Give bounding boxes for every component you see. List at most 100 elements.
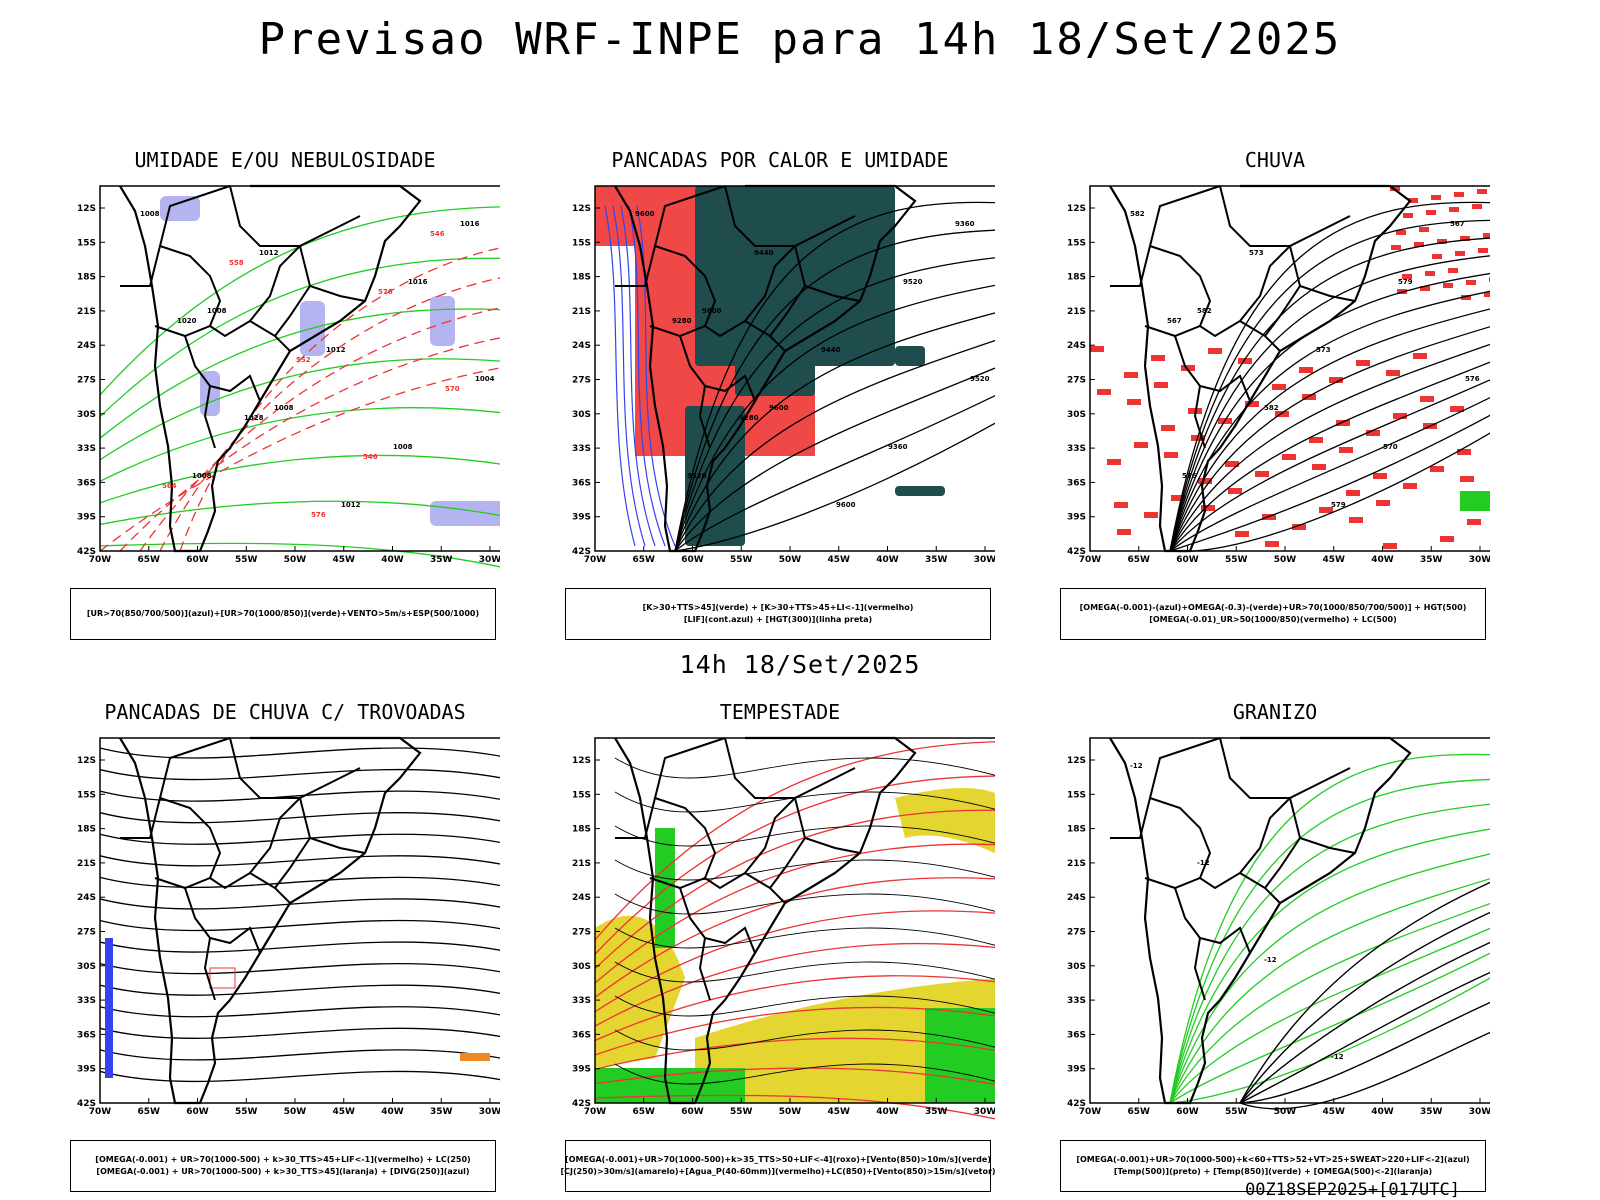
lon-tick-label: 60W xyxy=(681,555,704,565)
contour-line xyxy=(99,1049,500,1061)
contour-label: 552 xyxy=(296,356,311,364)
contour-label: 1008 xyxy=(140,210,160,218)
contour-line xyxy=(1169,778,1490,1104)
country-border xyxy=(1264,285,1301,337)
lon-tick-label: 30W xyxy=(1469,555,1490,565)
country-border xyxy=(654,797,717,879)
coastline xyxy=(614,736,917,1105)
lat-tick-label: 42S xyxy=(572,547,591,557)
contour-line xyxy=(1169,379,1490,552)
rain-shade xyxy=(1107,459,1121,465)
contour-line xyxy=(99,308,500,439)
jet-yellow-shade xyxy=(595,915,685,1068)
rain-shade xyxy=(1443,283,1453,288)
lat-tick-label: 33S xyxy=(77,444,96,454)
map-frame xyxy=(594,185,995,552)
lat-tick-label: 24S xyxy=(1067,893,1086,903)
rain-shade xyxy=(1430,466,1444,472)
lat-tick-label: 21S xyxy=(1067,307,1086,317)
panel-legend: [OMEGA(-0.001)-(azul)+OMEGA(-0.3)-(verde… xyxy=(1060,588,1486,640)
thickness-contour xyxy=(159,277,500,552)
rain-shade xyxy=(1198,478,1212,484)
country-border xyxy=(159,245,222,327)
lat-tick-label: 42S xyxy=(572,1099,591,1109)
lon-tick-label: 65W xyxy=(633,1107,656,1117)
country-border xyxy=(229,185,300,247)
contour-line xyxy=(99,1006,500,1018)
contour-line xyxy=(99,984,500,996)
legend-line-2: [OMEGA(-0.01)_UR>50(1000/850)(vermelho) … xyxy=(1149,615,1397,624)
contour-label: 567 xyxy=(1167,317,1182,325)
legend-line-1: [K>30+TTS>45](verde) + [K>30+TTS>45+LI<-… xyxy=(642,603,914,612)
lat-tick-label: 33S xyxy=(1067,996,1086,1006)
lat-tick-label: 21S xyxy=(572,859,591,869)
rain-shade xyxy=(1292,524,1306,530)
streamline xyxy=(614,1063,995,1085)
contour-label: 570 xyxy=(445,385,460,393)
lon-tick-label: 50W xyxy=(284,1107,307,1117)
contour-label: 1012 xyxy=(341,501,361,509)
rain-shade xyxy=(1181,365,1195,371)
lon-tick-label: 40W xyxy=(876,1107,899,1117)
rain-shade xyxy=(1376,500,1390,506)
rain-shade xyxy=(1478,248,1488,253)
lat-tick-label: 30S xyxy=(77,410,96,420)
lat-tick-label: 33S xyxy=(77,996,96,1006)
contour-label: 1008 xyxy=(393,443,413,451)
contour-line xyxy=(674,229,995,552)
panel-chuva: CHUVA 582 582 582 579 579 576 576 573 573 570 567 5… xyxy=(1060,148,1490,640)
panel-title: TEMPESTADE xyxy=(719,700,841,724)
legend-line-1: [OMEGA(-0.001)+UR>70(1000-500)+k>35_TTS>… xyxy=(565,1155,991,1164)
lat-tick-label: 27S xyxy=(77,928,96,938)
divergence-shade xyxy=(105,938,113,1078)
contour-line xyxy=(1169,201,1490,552)
panel-title: PANCADAS POR CALOR E UMIDADE xyxy=(611,148,949,172)
lon-tick-label: 45W xyxy=(1323,555,1346,565)
contour-line xyxy=(99,542,500,568)
panel-title: CHUVA xyxy=(1244,148,1306,172)
lat-tick-label: 18S xyxy=(572,273,591,283)
contour-label: 579 xyxy=(1331,501,1346,509)
country-border xyxy=(769,837,806,889)
thickness-contour xyxy=(139,307,500,552)
panel-legend: [OMEGA(-0.001)+UR>70(1000-500)+k>35_TTS>… xyxy=(560,1140,996,1192)
lon-tick-label: 30W xyxy=(1469,1107,1490,1117)
contour-line xyxy=(594,1037,995,1070)
lon-tick-label: 70W xyxy=(584,1107,607,1117)
lon-tick-label: 50W xyxy=(1274,555,1297,565)
thunder-orange-shade xyxy=(460,1053,490,1061)
rain-shade xyxy=(1425,271,1435,276)
lon-tick-label: 50W xyxy=(779,1107,802,1117)
map-frame xyxy=(99,185,500,552)
lif-contour xyxy=(620,205,656,547)
rain-shade xyxy=(1477,189,1487,194)
lat-tick-label: 15S xyxy=(1067,790,1086,800)
lat-tick-label: 12S xyxy=(77,756,96,766)
temp500-line xyxy=(1239,941,1490,1104)
lon-tick-label: 55W xyxy=(1225,1107,1248,1117)
rain-shade xyxy=(1238,358,1252,364)
country-border xyxy=(1219,737,1290,799)
panel-legend: [K>30+TTS>45](verde) + [K>30+TTS>45+LI<-… xyxy=(565,588,991,640)
contour-label: 579 xyxy=(1398,278,1413,286)
lon-tick-label: 65W xyxy=(138,1107,161,1117)
contour-label: 573 xyxy=(1316,346,1331,354)
country-border xyxy=(615,737,726,839)
rain-shade xyxy=(1431,195,1441,200)
thickness-contour xyxy=(119,337,500,552)
legend-line-1: [UR>70(850/700/500)](azul)+[UR>70(1000/8… xyxy=(86,609,480,618)
contour-line xyxy=(1169,361,1490,552)
rain-shade xyxy=(1454,192,1464,197)
lon-tick-label: 65W xyxy=(633,555,656,565)
lat-tick-label: 27S xyxy=(1067,376,1086,386)
legend-line-2: [LIF](cont.azul) + [HGT(300)](linha pret… xyxy=(683,615,873,624)
rain-shade xyxy=(1319,507,1333,513)
coastline xyxy=(119,736,422,1105)
omega-green-shade xyxy=(1460,491,1490,511)
lat-tick-label: 39S xyxy=(77,513,96,523)
country-border xyxy=(1193,385,1206,449)
lon-tick-label: 60W xyxy=(186,1107,209,1117)
contour-line xyxy=(674,312,995,552)
rain-shade xyxy=(1484,292,1490,297)
